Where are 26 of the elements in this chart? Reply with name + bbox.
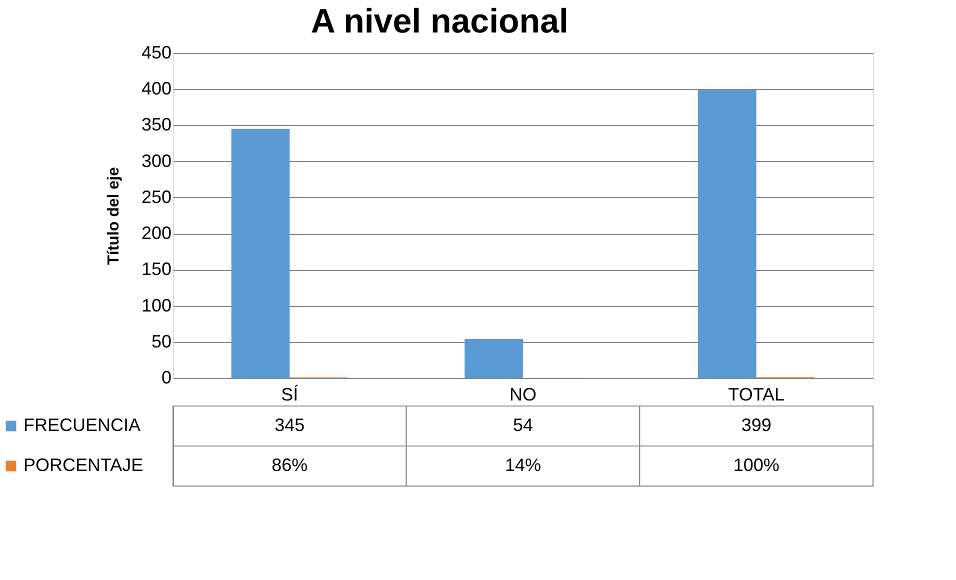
y-tick-label: 300 — [141, 150, 172, 171]
x-tick-label: NO — [510, 384, 536, 404]
y-tick-label: 400 — [141, 78, 172, 99]
data-label: 100% — [733, 455, 780, 475]
data-label: 345 — [274, 415, 305, 435]
y-tick-label: 100 — [141, 295, 172, 316]
data-label: 399 — [741, 415, 772, 435]
y-tick-label: 250 — [141, 186, 172, 207]
data-label: 54 — [512, 415, 534, 435]
chart-title: A nivel nacional — [310, 2, 568, 40]
y-tick-label: 150 — [141, 259, 172, 280]
x-tick-label: SÍ — [281, 384, 298, 404]
y-tick-label: 200 — [141, 223, 172, 244]
bar — [698, 90, 756, 378]
data-label: 14% — [504, 455, 542, 475]
bar — [231, 128, 290, 378]
x-tick-label: TOTAL — [728, 384, 785, 404]
y-tick-label: 50 — [151, 331, 172, 352]
y-tick-label: 450 — [141, 42, 172, 62]
y-tick-label: 350 — [141, 114, 172, 135]
legend-label: PORCENTAJE — [24, 455, 144, 475]
y-tick-label: 0 — [161, 368, 172, 388]
y-axis-title: Título del eje — [105, 167, 122, 265]
legend-label: FRECUENCIA — [24, 415, 141, 435]
data-label: 86% — [272, 455, 308, 475]
bar — [464, 339, 523, 378]
